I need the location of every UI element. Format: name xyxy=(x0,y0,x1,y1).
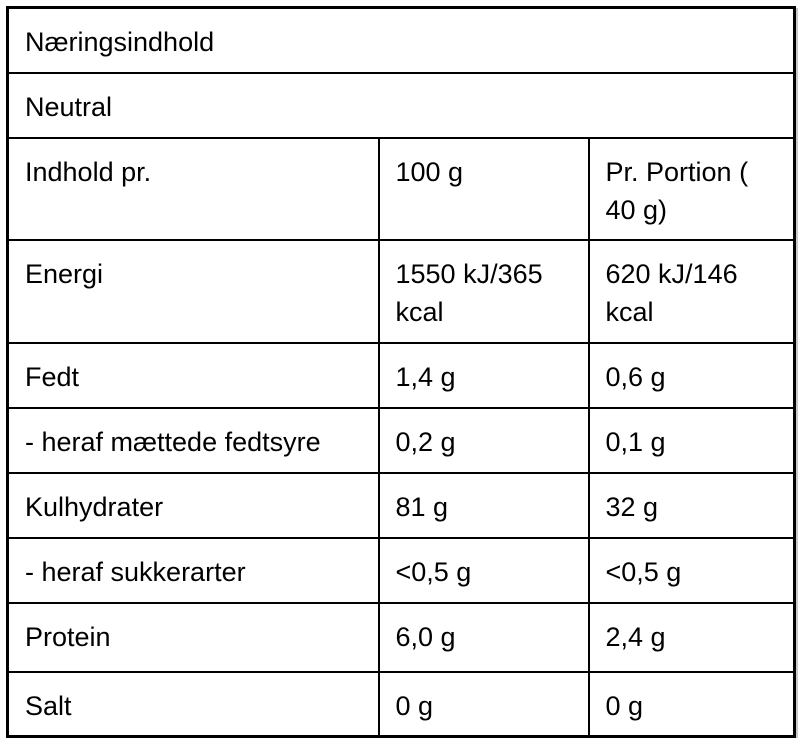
table-row-energi: Energi 1550 kJ/365 kcal 620 kJ/146 kcal xyxy=(6,239,796,344)
row-value-per100: 0,2 g xyxy=(377,406,590,474)
table-subtitle: Neutral xyxy=(6,71,796,139)
row-value-portion: 2,4 g xyxy=(587,601,796,673)
row-value-portion: <0,5 g xyxy=(587,536,796,604)
row-value-per100: 1,4 g xyxy=(377,341,590,409)
table-row-subtitle: Neutral xyxy=(6,71,796,139)
row-value-per100: 6,0 g xyxy=(377,601,590,673)
row-value-portion: 0,6 g xyxy=(587,341,796,409)
row-value-portion: 32 g xyxy=(587,471,796,539)
row-value-per100: 81 g xyxy=(377,471,590,539)
table-row-maettede-fedtsyre: - heraf mættede fedtsyre 0,2 g 0,1 g xyxy=(6,406,796,474)
row-value-portion: 0,1 g xyxy=(587,406,796,474)
row-label: Salt xyxy=(6,670,380,738)
table-row-protein: Protein 6,0 g 2,4 g xyxy=(6,601,796,673)
row-label: Protein xyxy=(6,601,380,673)
row-value-portion: 0 g xyxy=(587,670,796,738)
column-header-label: Indhold pr. xyxy=(6,136,380,242)
row-value-per100: <0,5 g xyxy=(377,536,590,604)
column-header-per100: 100 g xyxy=(377,136,590,242)
row-value-portion: 620 kJ/146 kcal xyxy=(587,239,796,344)
table-row-kulhydrater: Kulhydrater 81 g 32 g xyxy=(6,471,796,539)
table-row-sukkerarter: - heraf sukkerarter <0,5 g <0,5 g xyxy=(6,536,796,604)
table-header-row: Indhold pr. 100 g Pr. Portion ( 40 g) xyxy=(6,136,796,242)
nutrition-table: Næringsindhold Neutral Indhold pr. 100 g… xyxy=(6,5,796,738)
table-row-salt: Salt 0 g 0 g xyxy=(6,670,796,738)
column-header-portion: Pr. Portion ( 40 g) xyxy=(587,136,796,242)
row-label: - heraf sukkerarter xyxy=(6,536,380,604)
row-value-per100: 1550 kJ/365 kcal xyxy=(377,239,590,344)
row-label: Kulhydrater xyxy=(6,471,380,539)
row-value-per100: 0 g xyxy=(377,670,590,738)
row-label: Energi xyxy=(6,239,380,344)
table-row-fedt: Fedt 1,4 g 0,6 g xyxy=(6,341,796,409)
row-label: - heraf mættede fedtsyre xyxy=(6,406,380,474)
table-row-title: Næringsindhold xyxy=(6,5,796,74)
row-label: Fedt xyxy=(6,341,380,409)
table-title: Næringsindhold xyxy=(6,5,796,74)
